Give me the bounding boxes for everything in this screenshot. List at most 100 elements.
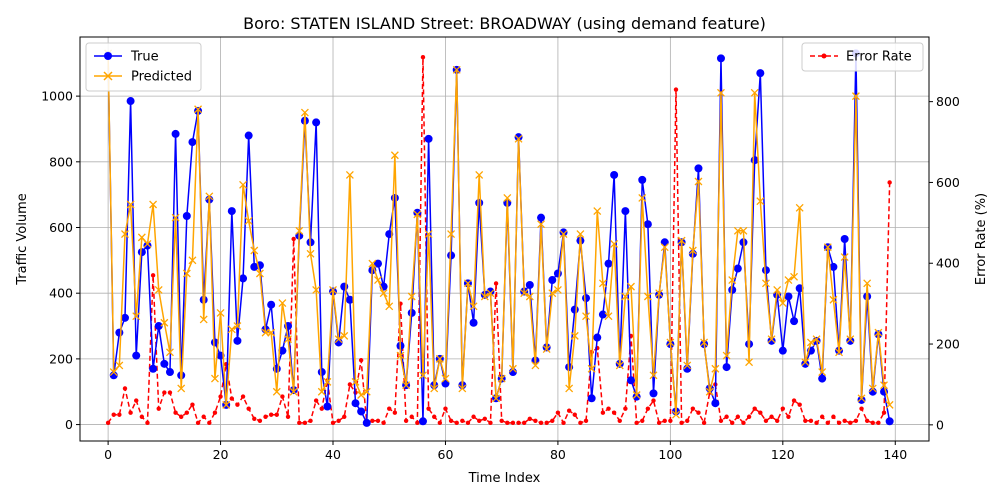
data-point-predicted — [840, 253, 849, 262]
x-tick-label: 100 — [658, 447, 682, 462]
data-point-true — [407, 308, 416, 317]
data-point-error — [268, 412, 274, 417]
data-point-error — [308, 418, 313, 423]
data-point-true — [846, 336, 855, 345]
data-point-error — [280, 394, 285, 399]
data-point-predicted — [132, 312, 141, 321]
data-point-error — [600, 410, 606, 415]
data-point-error — [774, 418, 780, 423]
y-right-tick-label: 0 — [936, 417, 944, 432]
data-point-error — [128, 410, 133, 415]
data-point-error — [201, 414, 206, 419]
data-point-true — [171, 129, 180, 138]
y-tick-label: 0 — [65, 417, 73, 432]
data-point-true — [722, 363, 731, 372]
data-point-error — [859, 406, 864, 411]
data-point-predicted — [166, 348, 174, 357]
data-point-predicted — [582, 312, 590, 321]
y-tick-label: 600 — [49, 220, 73, 235]
data-point-error — [105, 420, 111, 426]
data-point-predicted — [345, 170, 354, 179]
data-point-true — [424, 134, 433, 143]
data-point-error — [358, 358, 364, 363]
y-right-tick-label: 400 — [936, 256, 960, 271]
data-point-error — [173, 410, 178, 415]
data-point-predicted — [441, 374, 450, 383]
data-point-predicted — [497, 374, 506, 383]
data-point-predicted — [868, 384, 877, 393]
data-point-predicted — [171, 213, 180, 222]
data-point-predicted — [565, 384, 574, 393]
data-point-predicted — [885, 400, 894, 409]
data-point-true — [537, 213, 546, 222]
x-axis-ticks: 0 20 40 60 80 100 120 140 — [104, 441, 907, 462]
data-point-true — [660, 238, 669, 247]
data-point-predicted — [683, 361, 692, 370]
series-predicted — [104, 49, 894, 419]
data-point-error — [842, 418, 847, 423]
y-axis-right-title: Error Rate (%) — [974, 193, 989, 285]
data-point-predicted — [643, 292, 652, 301]
data-point-error — [876, 420, 881, 426]
data-point-predicted — [390, 151, 399, 160]
data-point-predicted — [542, 345, 551, 353]
data-point-predicted — [368, 259, 377, 268]
data-point-error — [769, 414, 774, 419]
data-point-error — [403, 418, 409, 423]
data-point-true — [593, 333, 602, 342]
data-point-error — [162, 390, 167, 395]
data-point-error — [752, 406, 757, 411]
data-point-predicted — [711, 364, 720, 373]
series-layer — [104, 49, 894, 427]
data-point-predicted — [537, 220, 546, 229]
data-point-true — [267, 300, 276, 309]
data-point-predicted — [126, 200, 135, 209]
data-point-true — [418, 417, 427, 426]
data-point-predicted — [733, 226, 742, 235]
data-point-predicted — [632, 391, 641, 399]
data-point-error — [330, 420, 336, 426]
data-point-error — [246, 406, 251, 411]
data-point-error — [606, 406, 611, 411]
data-point-predicted — [199, 315, 208, 324]
data-point-predicted — [402, 381, 411, 390]
data-point-predicted — [357, 391, 366, 399]
data-point-true — [587, 394, 596, 403]
data-point-predicted — [435, 354, 444, 363]
data-point-error — [527, 416, 533, 421]
data-point-predicted — [340, 331, 349, 340]
legend-predicted-marker — [103, 71, 113, 81]
data-point-error — [516, 420, 521, 426]
y-axis-right-ticks: 0 200 400 600 800 — [929, 94, 960, 432]
data-point-predicted — [553, 285, 562, 294]
data-point-predicted — [379, 289, 388, 298]
data-point-predicted — [272, 387, 281, 396]
data-point-predicted — [216, 308, 225, 317]
data-point-error — [544, 420, 549, 426]
data-point-predicted — [795, 203, 804, 212]
data-point-error — [870, 420, 875, 426]
y-right-tick-label: 600 — [936, 175, 960, 190]
data-point-error — [583, 418, 589, 423]
data-point-true — [362, 418, 371, 427]
data-point-predicted — [463, 279, 472, 288]
data-point-error — [488, 420, 493, 426]
data-point-error — [758, 410, 763, 415]
data-point-predicted — [812, 335, 821, 344]
data-point-error — [578, 420, 583, 426]
data-point-error — [218, 394, 223, 399]
data-point-error — [302, 420, 308, 426]
data-point-error — [111, 412, 116, 417]
y-tick-label: 200 — [49, 351, 73, 366]
data-point-predicted — [137, 233, 146, 242]
data-point-true — [801, 359, 810, 368]
data-point-error — [420, 55, 426, 60]
data-point-error — [240, 394, 246, 399]
data-point-error — [443, 406, 448, 411]
data-point-predicted — [182, 269, 191, 278]
data-point-true — [756, 69, 765, 78]
data-point-error — [342, 414, 347, 419]
chart-title: Boro: STATEN ISLAND Street: BROADWAY (us… — [243, 14, 766, 33]
data-point-true — [829, 262, 838, 271]
data-point-error — [319, 406, 324, 411]
